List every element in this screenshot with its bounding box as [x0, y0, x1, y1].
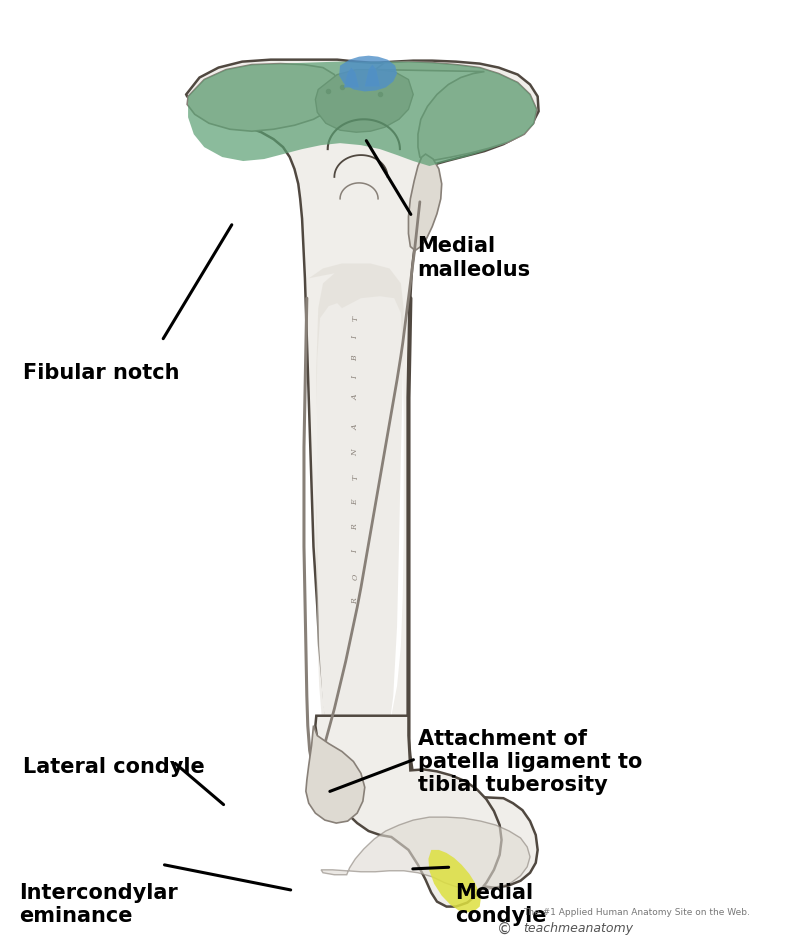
Text: R: R: [352, 524, 360, 530]
Text: N: N: [352, 449, 360, 456]
Text: O: O: [352, 573, 360, 580]
Text: I: I: [352, 550, 360, 554]
Text: R: R: [352, 599, 360, 604]
Polygon shape: [187, 64, 340, 132]
Text: I: I: [352, 337, 360, 339]
Polygon shape: [428, 850, 481, 913]
Polygon shape: [186, 59, 539, 887]
Polygon shape: [344, 68, 359, 87]
Text: A: A: [352, 395, 360, 400]
Polygon shape: [339, 55, 397, 91]
Text: T: T: [352, 475, 360, 479]
Polygon shape: [365, 65, 380, 86]
Text: B: B: [352, 355, 360, 361]
Text: Attachment of
patella ligament to
tibial tuberosity: Attachment of patella ligament to tibial…: [417, 728, 642, 795]
Text: teachmeanatomy: teachmeanatomy: [523, 922, 633, 935]
Polygon shape: [306, 726, 365, 823]
Text: E: E: [352, 499, 360, 505]
Text: ©: ©: [497, 922, 512, 937]
Polygon shape: [409, 154, 442, 250]
Polygon shape: [188, 62, 537, 166]
Text: Lateral condyle: Lateral condyle: [22, 757, 204, 776]
Polygon shape: [315, 70, 413, 133]
Text: Medial
malleolus: Medial malleolus: [417, 236, 531, 279]
Polygon shape: [315, 715, 501, 906]
Text: Medial
condyle: Medial condyle: [455, 883, 546, 926]
Text: T: T: [352, 316, 360, 321]
Polygon shape: [321, 817, 530, 889]
Polygon shape: [316, 296, 404, 765]
Polygon shape: [375, 62, 537, 162]
Text: Intercondylar
eminance: Intercondylar eminance: [19, 883, 177, 926]
Text: The #1 Applied Human Anatomy Site on the Web.: The #1 Applied Human Anatomy Site on the…: [523, 908, 750, 917]
Text: Fibular notch: Fibular notch: [22, 363, 179, 383]
Text: I: I: [352, 376, 360, 379]
Polygon shape: [309, 263, 404, 763]
Text: A: A: [352, 425, 360, 431]
